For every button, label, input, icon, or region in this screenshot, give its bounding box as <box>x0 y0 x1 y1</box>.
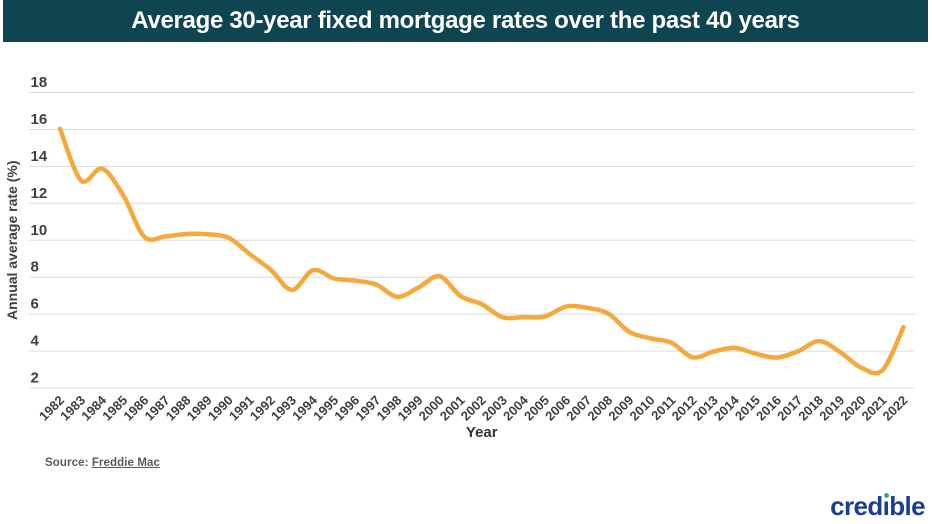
header-bar: Average 30-year fixed mortgage rates ove… <box>3 0 928 42</box>
source-prefix: Source: <box>45 457 92 469</box>
source-caption: Source: Freddie Mac <box>45 457 160 469</box>
y-tick-label: 2 <box>31 370 39 387</box>
y-tick-label: 8 <box>31 259 39 276</box>
x-axis-title: Year <box>466 424 498 441</box>
y-tick-label: 16 <box>31 111 48 128</box>
x-tick-label: 2022 <box>880 393 911 424</box>
rate-line <box>57 126 906 376</box>
credible-logo[interactable]: credı ble <box>830 491 926 521</box>
y-tick-label: 6 <box>31 296 39 313</box>
logo-part2: ble <box>889 491 925 521</box>
y-tick-label: 18 <box>31 74 48 91</box>
logo-dotless-i: ı <box>882 491 890 521</box>
logo-green-dot <box>883 493 889 498</box>
logo-part1: cred <box>830 491 883 521</box>
freddie-mac-link[interactable]: Freddie Mac <box>91 457 161 469</box>
y-tick-label: 12 <box>31 185 48 202</box>
chart-title: Average 30-year fixed mortgage rates ove… <box>131 7 800 34</box>
y-tick-label: 4 <box>31 333 40 350</box>
y-tick-label: 10 <box>31 222 48 239</box>
y-tick-label: 14 <box>31 148 48 165</box>
y-axis-title: Annual average rate (%) <box>4 161 20 321</box>
